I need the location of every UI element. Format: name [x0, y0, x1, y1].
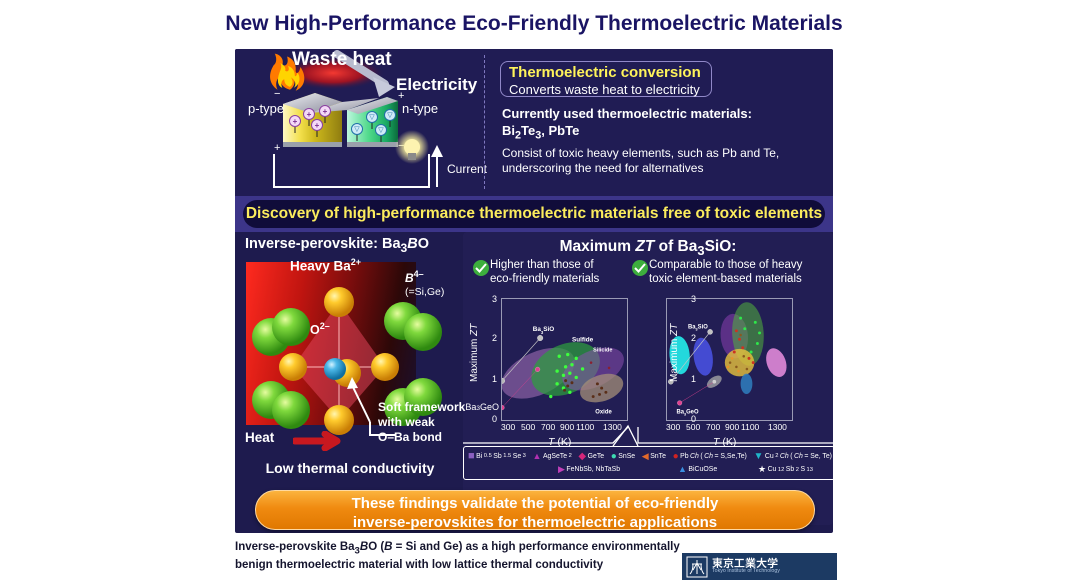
svg-text:Current: Current	[447, 162, 488, 176]
svg-text:p-type: p-type	[248, 101, 284, 116]
svg-text:+: +	[293, 117, 298, 126]
svg-text:+: +	[274, 142, 280, 154]
svg-text:+: +	[307, 110, 312, 119]
svg-text:Ba3SiO: Ba3SiO	[688, 325, 708, 332]
svg-text:+: +	[323, 107, 328, 116]
svg-text:n-type: n-type	[402, 101, 438, 116]
svg-text:+: +	[315, 121, 320, 130]
svg-text:Sulfide: Sulfide	[572, 336, 594, 343]
svg-text:−: −	[274, 88, 280, 100]
svg-text:Silicide: Silicide	[593, 348, 612, 354]
svg-text:▽: ▽	[387, 112, 393, 119]
svg-text:▽: ▽	[369, 114, 375, 121]
svg-text:▽: ▽	[378, 127, 384, 134]
svg-text:Oxide: Oxide	[595, 410, 612, 416]
svg-text:▽: ▽	[354, 126, 360, 133]
svg-text:Ba3SiO: Ba3SiO	[533, 326, 555, 335]
